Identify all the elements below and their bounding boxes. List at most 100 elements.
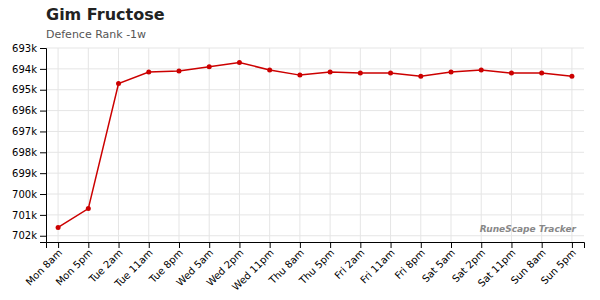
point bbox=[509, 71, 514, 76]
x-tick-label: Tue 11am bbox=[112, 247, 155, 290]
point bbox=[267, 67, 272, 72]
series-line bbox=[58, 63, 572, 228]
x-grid-line bbox=[511, 48, 512, 242]
y-grid-line bbox=[46, 89, 584, 90]
y-tick-label: 697k bbox=[12, 126, 37, 137]
x-tick-mark bbox=[179, 242, 180, 248]
y-grid-line bbox=[46, 214, 584, 215]
x-tick: Wed 11pm bbox=[230, 242, 276, 293]
x-grid-line bbox=[148, 48, 149, 242]
x-grid-line bbox=[88, 48, 89, 242]
x-tick-label: Sun 5pm bbox=[539, 247, 578, 286]
y-tick-label: 702k bbox=[12, 230, 37, 241]
x-grid-line bbox=[58, 48, 59, 242]
x-tick-mark bbox=[58, 242, 59, 248]
point bbox=[358, 71, 363, 76]
y-tick-label: 693k bbox=[12, 43, 37, 54]
x-tick-mark bbox=[421, 242, 422, 248]
point bbox=[237, 60, 242, 65]
x-tick-mark bbox=[330, 242, 331, 248]
y-tick: 697k bbox=[12, 126, 46, 137]
x-tick-mark bbox=[481, 242, 482, 248]
x-tick-mark bbox=[88, 242, 89, 248]
x-tick-label: Sat 11pm bbox=[476, 247, 518, 289]
x-grid-line bbox=[269, 48, 270, 242]
x-tick-mark bbox=[511, 242, 512, 248]
y-tick-mark bbox=[40, 111, 46, 112]
x-tick-label: Wed 11pm bbox=[230, 247, 276, 293]
y-grid-line bbox=[46, 68, 584, 69]
x-tick-mark bbox=[360, 242, 361, 248]
x-tick-label: Fri 11am bbox=[358, 247, 397, 286]
y-grid-line bbox=[46, 152, 584, 153]
x-grid-line bbox=[481, 48, 482, 242]
x-axis-line bbox=[47, 243, 585, 249]
point bbox=[116, 81, 121, 86]
point bbox=[479, 67, 484, 72]
x-axis: Mon 8amMon 5pmTue 2amTue 11amTue 8pmWed … bbox=[24, 242, 585, 293]
chart: 693k694k695k696k697k698k699k700k701k702k… bbox=[0, 0, 600, 300]
x-tick: Thu 5pm bbox=[296, 242, 336, 287]
y-tick-mark bbox=[40, 215, 46, 216]
x-tick-label: Mon 5pm bbox=[54, 247, 95, 288]
y-grid-line bbox=[46, 173, 584, 174]
y-tick: 695k bbox=[12, 84, 46, 95]
watermark: RuneScape Tracker bbox=[480, 224, 577, 234]
y-tick: 699k bbox=[12, 168, 46, 179]
x-grid-line bbox=[330, 48, 331, 242]
grid bbox=[46, 48, 584, 242]
point bbox=[297, 73, 302, 78]
x-tick: Sun 5pm bbox=[539, 242, 578, 286]
x-tick: Mon 5pm bbox=[54, 242, 95, 288]
point bbox=[569, 74, 574, 79]
x-tick-mark bbox=[149, 242, 150, 248]
y-tick: 694k bbox=[12, 64, 46, 75]
y-tick: 700k bbox=[12, 189, 46, 200]
point bbox=[86, 206, 91, 211]
y-grid-line bbox=[46, 194, 584, 195]
y-grid-line bbox=[46, 48, 584, 49]
x-grid-line bbox=[118, 48, 119, 242]
y-tick-label: 698k bbox=[12, 147, 37, 158]
x-tick-mark bbox=[239, 242, 240, 248]
x-tick-mark bbox=[209, 242, 210, 248]
title: Gim Fructose bbox=[46, 5, 165, 24]
y-grid-line bbox=[46, 235, 584, 236]
y-tick-label: 701k bbox=[12, 210, 37, 221]
x-tick: Fri 11am bbox=[358, 242, 397, 286]
y-tick: 702k bbox=[12, 230, 46, 241]
x-grid-line bbox=[209, 48, 210, 242]
x-tick-mark bbox=[300, 242, 301, 248]
point bbox=[539, 71, 544, 76]
x-tick: Tue 11am bbox=[112, 242, 155, 290]
x-tick-label: Thu 5pm bbox=[296, 247, 336, 287]
y-tick-mark bbox=[40, 194, 46, 195]
y-tick-mark bbox=[40, 173, 46, 174]
plot: 693k694k695k696k697k698k699k700k701k702k… bbox=[12, 43, 584, 293]
point bbox=[56, 225, 61, 230]
y-grid-line bbox=[46, 131, 584, 132]
x-grid-line bbox=[451, 48, 452, 242]
point bbox=[449, 69, 454, 74]
point bbox=[418, 74, 423, 79]
y-tick-label: 695k bbox=[12, 84, 37, 95]
y-tick-mark bbox=[40, 48, 46, 49]
x-tick-mark bbox=[119, 242, 120, 248]
y-grid-line bbox=[46, 110, 584, 111]
x-grid-line bbox=[360, 48, 361, 242]
y-tick-mark bbox=[40, 236, 46, 237]
point bbox=[176, 68, 181, 73]
y-tick: 698k bbox=[12, 147, 46, 158]
point bbox=[388, 71, 393, 76]
y-tick-label: 700k bbox=[12, 189, 37, 200]
y-axis: 693k694k695k696k697k698k699k700k701k702k bbox=[12, 43, 46, 243]
x-grid-line bbox=[239, 48, 240, 242]
x-tick-mark bbox=[270, 242, 271, 248]
x-tick-mark bbox=[451, 242, 452, 248]
marks bbox=[56, 60, 575, 230]
y-tick: 701k bbox=[12, 210, 46, 221]
x-tick-mark bbox=[542, 242, 543, 248]
x-tick-mark bbox=[572, 242, 573, 248]
y-tick-mark bbox=[40, 131, 46, 132]
point bbox=[146, 69, 151, 74]
